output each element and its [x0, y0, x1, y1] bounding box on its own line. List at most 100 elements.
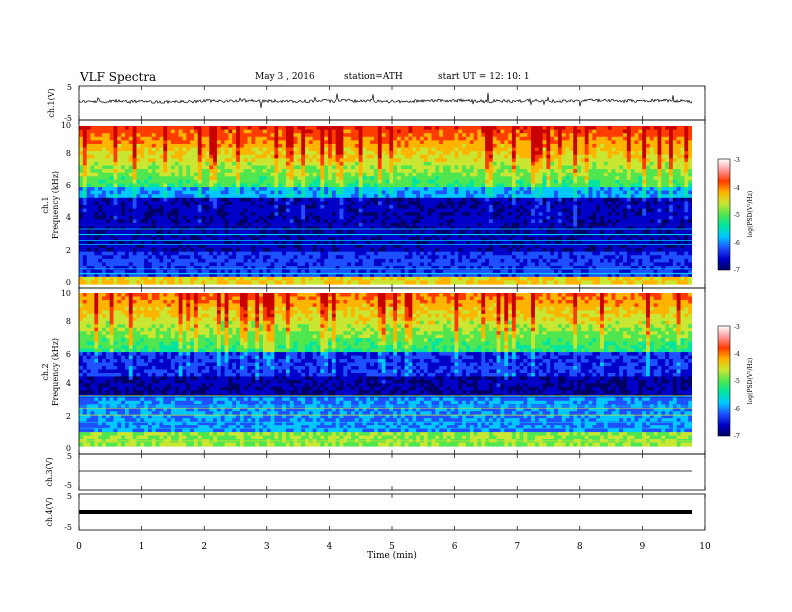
spectrogram-cell: [90, 143, 95, 149]
spectrogram-cell: [646, 201, 651, 206]
spectrogram-cell: [423, 165, 429, 170]
spectrogram-cell: [684, 179, 689, 185]
spectrogram-cell: [132, 233, 138, 238]
spectrogram-cell: [285, 165, 291, 170]
spectrogram-cell: [615, 151, 620, 156]
spectrogram-cell: [312, 133, 318, 138]
spectrogram-cell: [351, 183, 356, 188]
spectrogram-cell: [511, 187, 517, 192]
spectrogram-cell: [431, 158, 436, 163]
spectrogram-cell: [98, 151, 103, 156]
spectrogram-cell: [205, 133, 210, 138]
spectrogram-cell: [481, 212, 486, 217]
spectrogram-cell: [619, 165, 624, 170]
spectrogram-cell: [638, 201, 643, 206]
spectrogram-cell: [603, 172, 609, 177]
spectrogram-cell: [339, 226, 344, 231]
spectrogram-cell: [580, 190, 586, 195]
spectrogram-cell: [577, 126, 582, 131]
spectrogram-cell: [588, 212, 593, 217]
spectrogram-cell: [534, 154, 540, 159]
spectrogram-cell: [600, 176, 605, 181]
spectrogram-cell: [427, 158, 433, 163]
spectrogram-cell: [381, 194, 387, 199]
spectrogram-cell: [362, 154, 367, 159]
spectrogram-cell: [86, 219, 92, 224]
spectrogram-cell: [266, 165, 272, 170]
spectrogram-cell: [665, 154, 670, 159]
spectrogram-cell: [450, 165, 456, 170]
spectrogram-cell: [82, 136, 88, 141]
spectrogram-cell: [308, 143, 314, 149]
spectrogram-cell: [251, 169, 256, 174]
spectrogram-cell: [216, 133, 222, 138]
spectrogram-cell: [554, 201, 559, 206]
spectrogram-cell: [588, 226, 593, 231]
spectrogram-cell: [343, 129, 348, 134]
spectrogram-cell: [98, 233, 103, 238]
spectrogram-cell: [500, 226, 505, 231]
spectrogram-cell: [354, 158, 360, 163]
spectrogram-cell: [439, 133, 444, 138]
spectrogram-cell: [519, 136, 525, 141]
spectrogram-cell: [427, 133, 433, 138]
spectrogram-cell: [550, 172, 555, 177]
spectrogram-cell: [312, 169, 318, 174]
spectrogram-cell: [193, 151, 199, 156]
spectrogram-cell: [79, 197, 84, 203]
spectrogram-cell: [523, 161, 528, 167]
spectrogram-cell: [374, 179, 379, 185]
spectrogram-cell: [155, 197, 161, 203]
spectrogram-cell: [251, 154, 256, 159]
spectrogram-cell: [351, 197, 356, 203]
spectrogram-cell: [297, 129, 302, 134]
spectrogram-cell: [343, 165, 348, 170]
spectrogram-cell: [362, 212, 367, 217]
spectrogram-cell: [320, 154, 325, 159]
spectrogram-cell: [170, 147, 176, 152]
spectrogram-cell: [186, 126, 191, 131]
spectrogram-cell: [259, 194, 264, 199]
spectrogram-cell: [435, 143, 440, 149]
spectrogram-cell: [147, 226, 153, 231]
spectrogram-cell: [163, 212, 168, 217]
spectrogram-cell: [477, 154, 482, 159]
spectrogram-cell: [626, 154, 632, 159]
spectrogram-cell: [255, 226, 260, 231]
spectrogram-cell: [477, 205, 482, 210]
spectrogram-cell: [680, 208, 685, 213]
spectrogram-cell: [124, 183, 130, 188]
spectrogram-cell: [385, 194, 390, 199]
spectrogram-cell: [642, 208, 647, 213]
spectrogram-cell: [435, 230, 440, 235]
spectrogram-cell: [523, 215, 528, 220]
spectrogram-cell: [228, 154, 233, 159]
spectrogram-cell: [113, 183, 118, 188]
spectrogram-cell: [113, 169, 118, 174]
spectrogram-cell: [186, 201, 191, 206]
spectrogram-cell: [546, 187, 551, 192]
spectrogram-cell: [473, 219, 479, 224]
spectrogram-cell: [232, 154, 237, 159]
spectrogram-cell: [442, 230, 448, 235]
spectrogram-cell: [155, 208, 161, 213]
spectrogram-cell: [128, 237, 134, 242]
spectrogram-cell: [155, 143, 161, 149]
spectrogram-cell: [262, 215, 268, 220]
spectrogram-cell: [611, 129, 616, 134]
spectrogram-cell: [285, 205, 291, 210]
spectrogram-cell: [473, 194, 479, 199]
spectrogram-cell: [638, 169, 643, 174]
spectrogram-cell: [101, 205, 107, 210]
spectrogram-cell: [469, 158, 475, 163]
spectrogram-cell: [109, 143, 115, 149]
spectrogram-cell: [86, 161, 92, 167]
spectrogram-cell: [136, 205, 141, 210]
spectrogram-cell: [408, 176, 413, 181]
spectrogram-cell: [573, 126, 578, 131]
spectrogram-cell: [259, 143, 264, 149]
spectrogram-cell: [98, 140, 103, 145]
spectrogram-cell: [500, 169, 505, 174]
spectrogram-cell: [167, 176, 172, 181]
spectrogram-cell: [136, 133, 141, 138]
